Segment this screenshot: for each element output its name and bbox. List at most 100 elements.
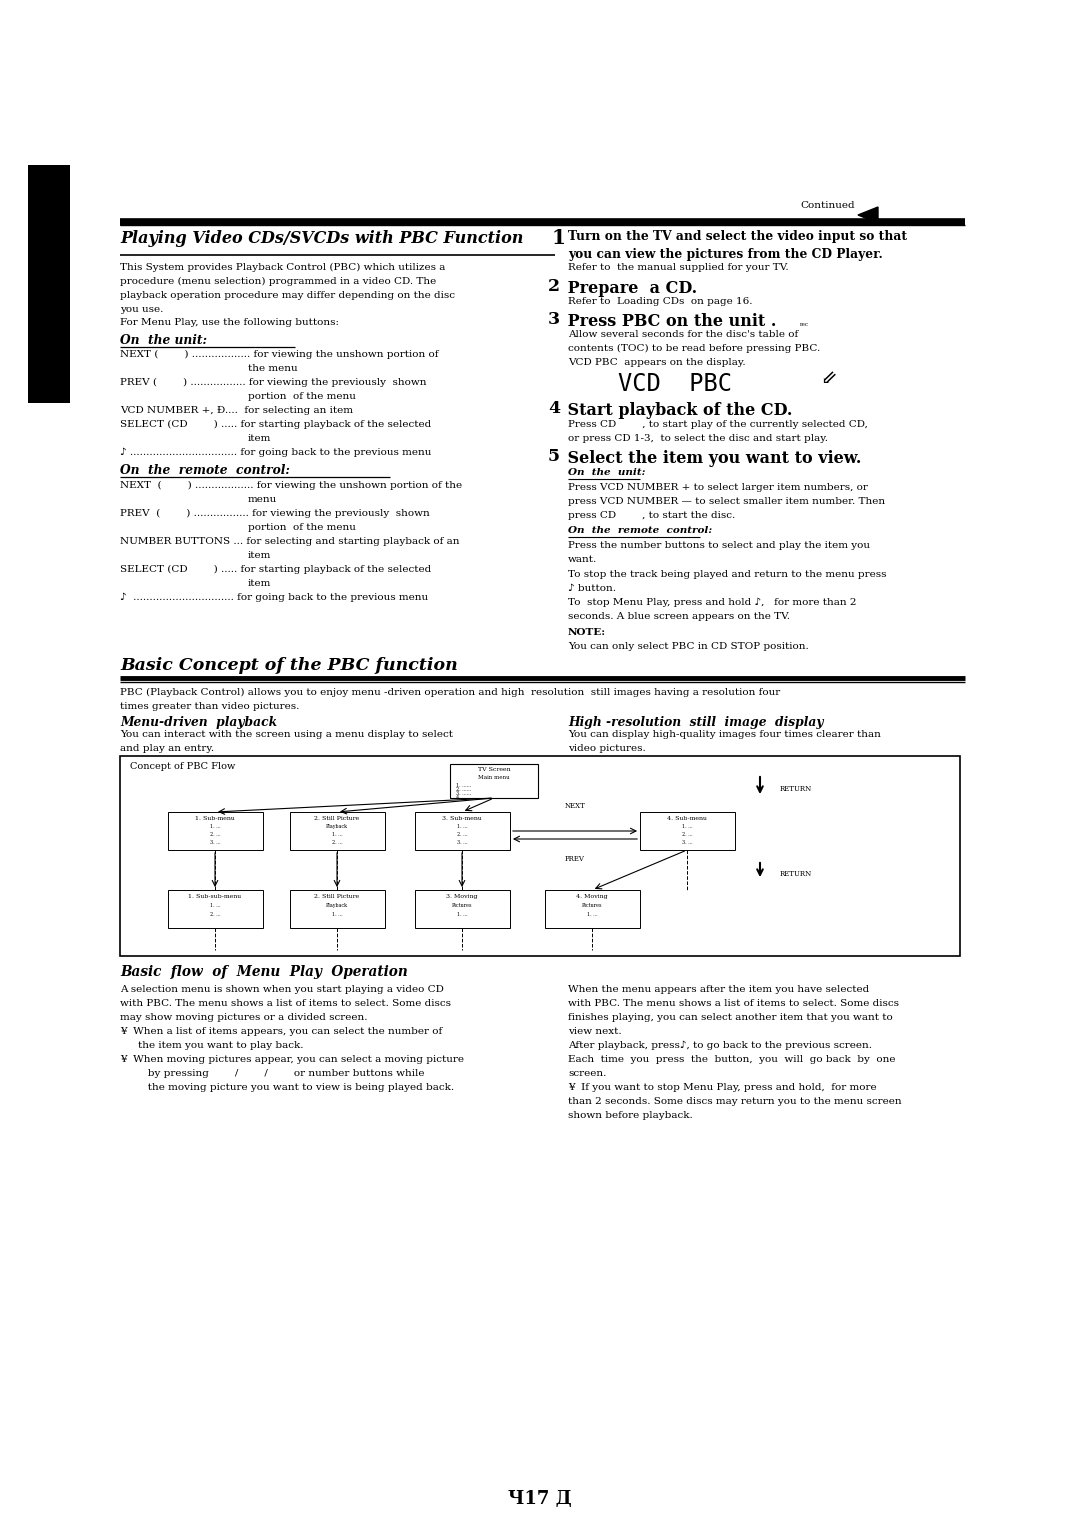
Text: 1. ...: 1. ... [457,912,468,917]
Bar [291,811,384,850]
Text: portion  of the menu: portion of the menu [248,523,356,532]
Text: with PBC. The menu shows a list of items to select. Some discs: with PBC. The menu shows a list of items… [120,999,451,1008]
Text: item: item [248,434,271,443]
Text: Allow several seconds for the disc's table of: Allow several seconds for the disc's tab… [568,330,798,339]
Text: by pressing        /        /        or number buttons while: by pressing / / or number buttons while [138,1070,424,1077]
Text: item: item [248,552,271,559]
Text: RETURN: RETURN [780,869,812,879]
Text: 2. ...: 2. ... [210,833,220,837]
Text: 2. ......: 2. ...... [456,787,471,792]
Text: the moving picture you want to view is being played back.: the moving picture you want to view is b… [138,1083,454,1093]
Text: 3. ...: 3. ... [457,840,468,845]
Text: 1. ...: 1. ... [210,903,220,908]
Text: may show moving pictures or a divided screen.: may show moving pictures or a divided sc… [120,1013,367,1022]
Text: For Menu Play, use the following buttons:: For Menu Play, use the following buttons… [120,318,339,327]
Text: Menu-driven  playback: Menu-driven playback [120,717,278,729]
Text: Basic  flow  of  Menu  Play  Operation: Basic flow of Menu Play Operation [120,966,408,979]
Text: menu: menu [248,495,278,504]
Text: view next.: view next. [568,1027,622,1036]
Text: PREV: PREV [565,856,585,863]
Text: Playback: Playback [326,824,348,830]
Text: Press PBC on the unit .: Press PBC on the unit . [562,313,777,330]
Text: 1. ......: 1. ...... [456,782,471,788]
Text: contents (TOC) to be read before pressing PBC.: contents (TOC) to be read before pressin… [568,344,820,353]
Text: you can view the pictures from the CD Player.: you can view the pictures from the CD Pl… [568,248,882,261]
Text: 2. Still Picture: 2. Still Picture [314,816,360,821]
Text: You can interact with the screen using a menu display to select: You can interact with the screen using a… [120,730,453,740]
Text: Main menu: Main menu [478,775,510,779]
Text: or press CD 1-3,  to select the disc and start play.: or press CD 1-3, to select the disc and … [568,434,828,443]
Text: Turn on the TV and select the video input so that: Turn on the TV and select the video inpu… [568,231,907,243]
Text: Prepare  a CD.: Prepare a CD. [562,280,697,296]
Text: 2. Still Picture: 2. Still Picture [314,894,360,898]
Text: 4. Moving: 4. Moving [577,894,608,898]
Text: To stop the track being played and return to the menu press: To stop the track being played and retur… [568,570,887,579]
Text: 2. ...: 2. ... [457,833,468,837]
Bar [450,764,538,798]
Text: you use.: you use. [120,306,163,313]
Bar [415,889,510,927]
Text: 1: 1 [552,228,566,248]
Text: RETURN: RETURN [780,785,812,793]
Text: 3. Sub-menu: 3. Sub-menu [442,816,482,821]
Text: SELECT (CD        ) ..... for starting playback of the selected: SELECT (CD ) ..... for starting playback… [120,565,431,575]
Text: Press VCD NUMBER + to select larger item numbers, or: Press VCD NUMBER + to select larger item… [568,483,868,492]
Text: playback operation procedure may differ depending on the disc: playback operation procedure may differ … [120,290,455,299]
Text: 1. ...: 1. ... [332,833,342,837]
Bar [291,889,384,927]
Text: Basic Concept of the PBC function: Basic Concept of the PBC function [120,657,458,674]
Text: 3. ......: 3. ...... [456,792,471,796]
Text: Pictures: Pictures [451,903,472,908]
Text: finishes playing, you can select another item that you want to: finishes playing, you can select another… [568,1013,893,1022]
Text: 1. Sub-sub-menu: 1. Sub-sub-menu [188,894,242,898]
Text: than 2 seconds. Some discs may return you to the menu screen: than 2 seconds. Some discs may return yo… [568,1097,902,1106]
Text: NUMBER BUTTONS ... for selecting and starting playback of an: NUMBER BUTTONS ... for selecting and sta… [120,536,459,545]
Text: You can only select PBC in CD STOP position.: You can only select PBC in CD STOP posit… [568,642,809,651]
Text: 4: 4 [548,400,561,417]
Bar [120,756,960,957]
Text: and play an entry.: and play an entry. [120,744,214,753]
Text: Ч17 Д: Ч17 Д [508,1490,572,1508]
Text: press CD        , to start the disc.: press CD , to start the disc. [568,510,735,520]
Text: rec: rec [800,322,809,327]
Text: Press CD        , to start play of the currently selected CD,: Press CD , to start play of the currentl… [568,420,868,429]
Bar [168,811,264,850]
Text: 1. ...: 1. ... [681,824,692,830]
Text: VCD  PBC: VCD PBC [618,371,732,396]
Text: On  the  unit:: On the unit: [568,468,646,477]
Text: 2. ...: 2. ... [332,840,342,845]
Text: On  the  remote  control:: On the remote control: [120,465,289,477]
Text: On  the unit:: On the unit: [120,335,207,347]
Text: the menu: the menu [248,364,298,373]
Text: procedure (menu selection) programmed in a video CD. The: procedure (menu selection) programmed in… [120,277,436,286]
Text: 1. ...: 1. ... [457,824,468,830]
Text: 3. ...: 3. ... [681,840,692,845]
Text: ⇙: ⇙ [820,370,836,388]
Text: Refer to  the manual supplied for your TV.: Refer to the manual supplied for your TV… [568,263,788,272]
Text: with PBC. The menu shows a list of items to select. Some discs: with PBC. The menu shows a list of items… [568,999,899,1008]
Text: NOTE:: NOTE: [568,628,606,637]
Text: VCD NUMBER +, Đ....  for selecting an item: VCD NUMBER +, Đ.... for selecting an ite… [120,406,353,416]
Text: times greater than video pictures.: times greater than video pictures. [120,701,299,711]
Text: ¥  If you want to stop Menu Play, press and hold,  for more: ¥ If you want to stop Menu Play, press a… [568,1083,877,1093]
Text: 2. ...: 2. ... [681,833,692,837]
Text: item: item [248,579,271,588]
Text: Playing Video CDs/SVCDs with PBC Function: Playing Video CDs/SVCDs with PBC Functio… [120,231,524,248]
Text: 5: 5 [548,448,561,465]
Text: Concept of PBC Flow: Concept of PBC Flow [130,762,235,772]
Text: PBC (Playback Control) allows you to enjoy menu -driven operation and high  reso: PBC (Playback Control) allows you to enj… [120,688,780,697]
Text: press VCD NUMBER — to select smaller item number. Then: press VCD NUMBER — to select smaller ite… [568,497,886,506]
Text: PREV (        ) ................. for viewing the previously  shown: PREV ( ) ................. for viewing t… [120,377,427,387]
Text: Each  time  you  press  the  button,  you  will  go back  by  one: Each time you press the button, you will… [568,1054,895,1063]
Text: High -resolution  still  image  display: High -resolution still image display [568,717,824,729]
Text: 1. ...: 1. ... [332,912,342,917]
Text: 2: 2 [548,278,561,295]
Text: Select the item you want to view.: Select the item you want to view. [562,451,862,468]
Text: ¥  When moving pictures appear, you can select a moving picture: ¥ When moving pictures appear, you can s… [120,1054,464,1063]
Text: video pictures.: video pictures. [568,744,646,753]
Text: NEXT (        ) .................. for viewing the unshown portion of: NEXT ( ) .................. for viewing … [120,350,438,359]
Text: screen.: screen. [568,1070,606,1077]
Text: 3. Moving: 3. Moving [446,894,477,898]
Text: After playback, press♪, to go back to the previous screen.: After playback, press♪, to go back to th… [568,1041,872,1050]
Text: 1. ...: 1. ... [210,824,220,830]
